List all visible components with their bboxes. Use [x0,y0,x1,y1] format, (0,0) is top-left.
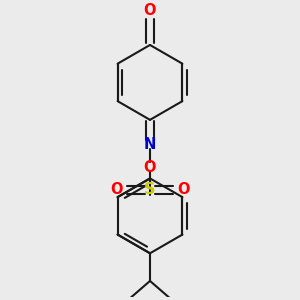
Text: O: O [110,182,123,197]
Text: O: O [144,3,156,18]
Text: N: N [144,137,156,152]
Text: S: S [144,182,156,197]
Text: O: O [144,160,156,175]
Text: O: O [177,182,190,197]
